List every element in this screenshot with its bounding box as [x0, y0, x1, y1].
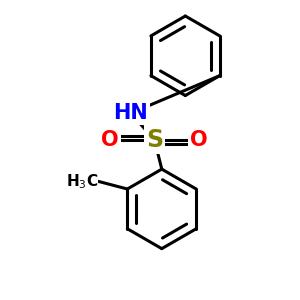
- Text: HN: HN: [113, 103, 148, 123]
- Text: H$_3$C: H$_3$C: [66, 172, 98, 191]
- Text: O: O: [190, 130, 207, 150]
- Text: O: O: [101, 130, 119, 150]
- Text: S: S: [146, 128, 163, 152]
- Text: H: H: [85, 174, 98, 189]
